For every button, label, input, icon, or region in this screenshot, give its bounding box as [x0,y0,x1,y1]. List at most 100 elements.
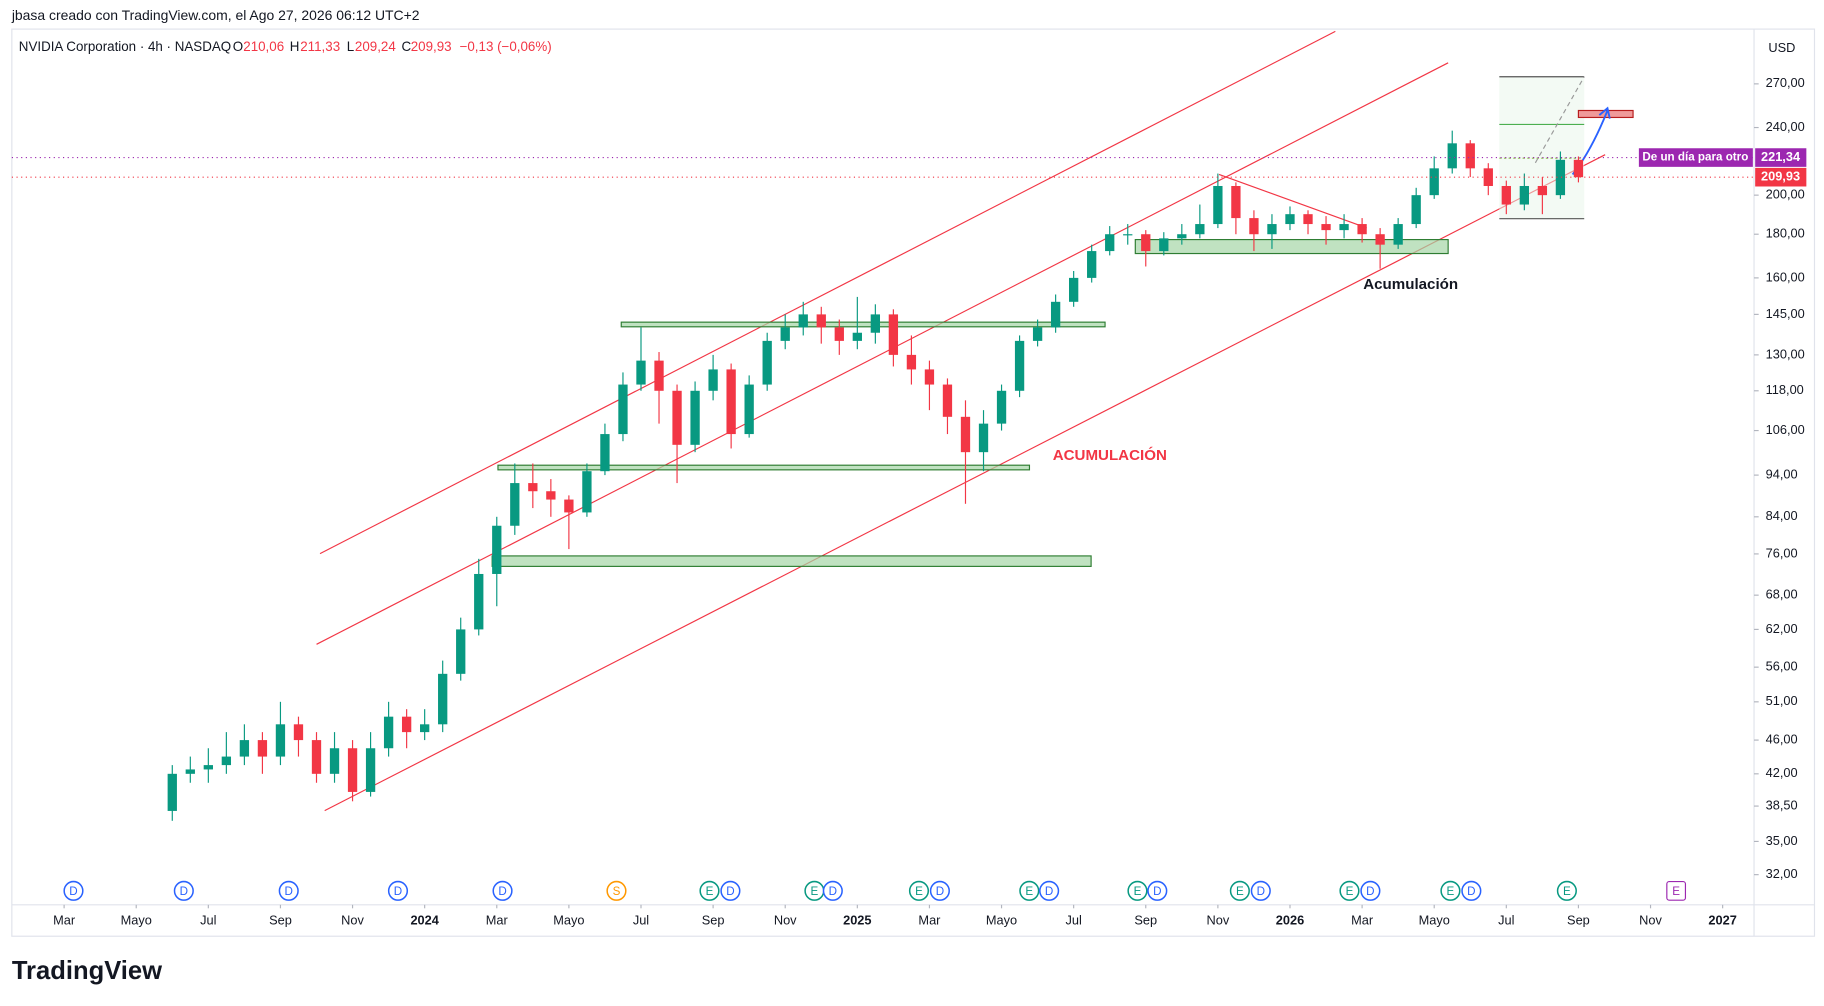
candle-body [744,384,754,435]
candle-body [1357,224,1367,235]
x-tick-label: 2026 [1276,912,1304,927]
x-tick-label: Mayo [986,912,1017,927]
credit: jbasa creado con TradingView.com, el Ago… [11,7,420,23]
price-label-bg [1755,148,1807,167]
candle-body [474,573,484,630]
candle-body [420,724,430,733]
event-icon [720,880,741,901]
x-tick-label: Mar [918,912,941,927]
candle-body [1429,168,1439,196]
x-tick-label: Sep [702,912,725,927]
x-tick-label: Mayo [553,912,584,927]
x-tick-label: Mayo [1419,912,1450,927]
event-label: D [69,885,77,898]
event-label: E [915,885,923,898]
y-tick-label: 130,00 [1766,346,1805,361]
y-tick-label: 240,00 [1766,119,1805,134]
candle-body [708,369,718,391]
candle-body [329,748,340,774]
y-tick-label: 180,00 [1766,226,1805,241]
candle-body [1447,143,1457,169]
zone [1134,238,1449,255]
event-label: E [1025,885,1033,898]
event-label: D [936,885,944,898]
event-label: D [180,885,188,898]
candle-body [1195,224,1205,235]
candle-body [1519,185,1529,205]
candle-body [960,416,971,453]
candle-body [438,673,448,725]
price-label-bg [1755,167,1807,187]
event-label: E [1563,885,1571,898]
event-label: E [811,885,819,898]
candle-body [978,423,989,453]
candle-body [1141,234,1151,252]
l-value: 209,24 [355,39,396,54]
event-icon [387,880,409,901]
event-icon [1339,880,1360,901]
candle-body [1483,168,1493,186]
candle-body [1213,185,1223,225]
candle-body [888,314,899,355]
candle-body [870,314,881,333]
candle-body [636,360,646,385]
projection-path [1534,76,1585,164]
event-label: E [1346,885,1354,898]
event-icon [1360,880,1381,901]
candle-body [582,471,592,513]
event-label: D [829,885,837,898]
candle-body [834,327,844,341]
y-tick-label: 56,00 [1766,659,1798,674]
candle-body [401,716,412,733]
candle-body [1249,218,1259,235]
candle-body [546,491,556,500]
event-icon [822,880,843,901]
candle-body [1105,234,1115,252]
x-tick-label: Nov [774,912,797,927]
price-label: 209,93 [1761,169,1800,184]
candle-body [1411,195,1421,225]
candle-body [492,525,502,574]
candle-body [1032,327,1043,341]
event-icon [1250,880,1271,901]
event-icon [492,880,513,901]
y-tick-label: 94,00 [1766,466,1798,481]
event-icon [1461,880,1482,901]
x-tick-label: Jul [633,912,649,927]
zone [620,321,1106,328]
price-name: De un día para otro [1642,151,1748,164]
candle-body [780,327,790,341]
y-tick-label: 62,00 [1766,621,1798,636]
candle-body [1123,234,1133,236]
legend: NVIDIA Corporation · 4h · NASDAQ O 210,0… [19,39,552,54]
o-value: 210,06 [243,39,284,54]
x-tick-label: Mayo [121,912,152,927]
event-icon [606,880,627,901]
candle-body [942,384,953,417]
candle-body [311,740,322,774]
candle-body [221,756,232,766]
candle-body [347,748,358,792]
event-icon [1229,880,1250,901]
candle-body [1050,301,1061,328]
zone [497,464,1031,471]
event-label: D [1366,885,1374,898]
change: −0,13 (−0,06%) [460,39,552,54]
event-icon [1556,880,1577,901]
price-name-bg [1638,148,1753,167]
candle-body [1087,251,1097,278]
x-tick-label: 2025 [843,912,871,927]
event-icon [929,880,950,901]
y-tick-label: 76,00 [1766,545,1798,560]
trend-line [1218,173,1367,229]
event-icon [908,880,930,901]
y-tick-label: 160,00 [1766,269,1805,284]
event-icon [173,880,194,901]
y-tick-label: 46,00 [1766,731,1798,746]
x-tick-label: Jul [200,912,216,927]
event-icon [1127,880,1148,901]
symbol: NVIDIA Corporation · 4h · NASDAQ [19,39,231,54]
candle-body [1177,234,1187,239]
zone [491,555,1092,567]
candle-body [1555,159,1566,196]
